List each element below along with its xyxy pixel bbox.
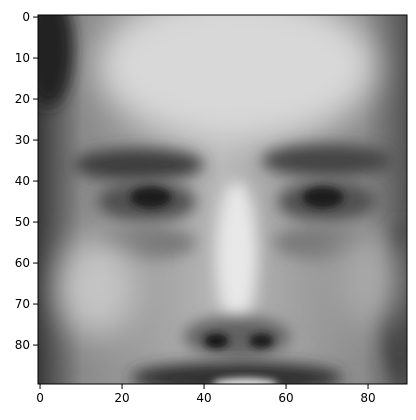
y-tick-label: 0 [22, 10, 30, 24]
x-tick-label: 40 [196, 391, 211, 405]
axes-frame [37, 14, 408, 385]
y-tick-label: 80 [15, 338, 30, 352]
y-tick-label: 20 [15, 92, 30, 106]
x-tick-label: 60 [278, 391, 293, 405]
y-tick-label: 50 [15, 215, 30, 229]
y-tick-label: 60 [15, 256, 30, 270]
y-tick-label: 40 [15, 174, 30, 188]
y-tick-label: 30 [15, 133, 30, 147]
x-tick-label: 0 [36, 391, 44, 405]
x-tick-label: 80 [360, 391, 375, 405]
x-tick-label: 20 [114, 391, 129, 405]
y-tick-label: 70 [15, 297, 30, 311]
face-image [38, 15, 407, 384]
y-tick-label: 10 [15, 51, 30, 65]
